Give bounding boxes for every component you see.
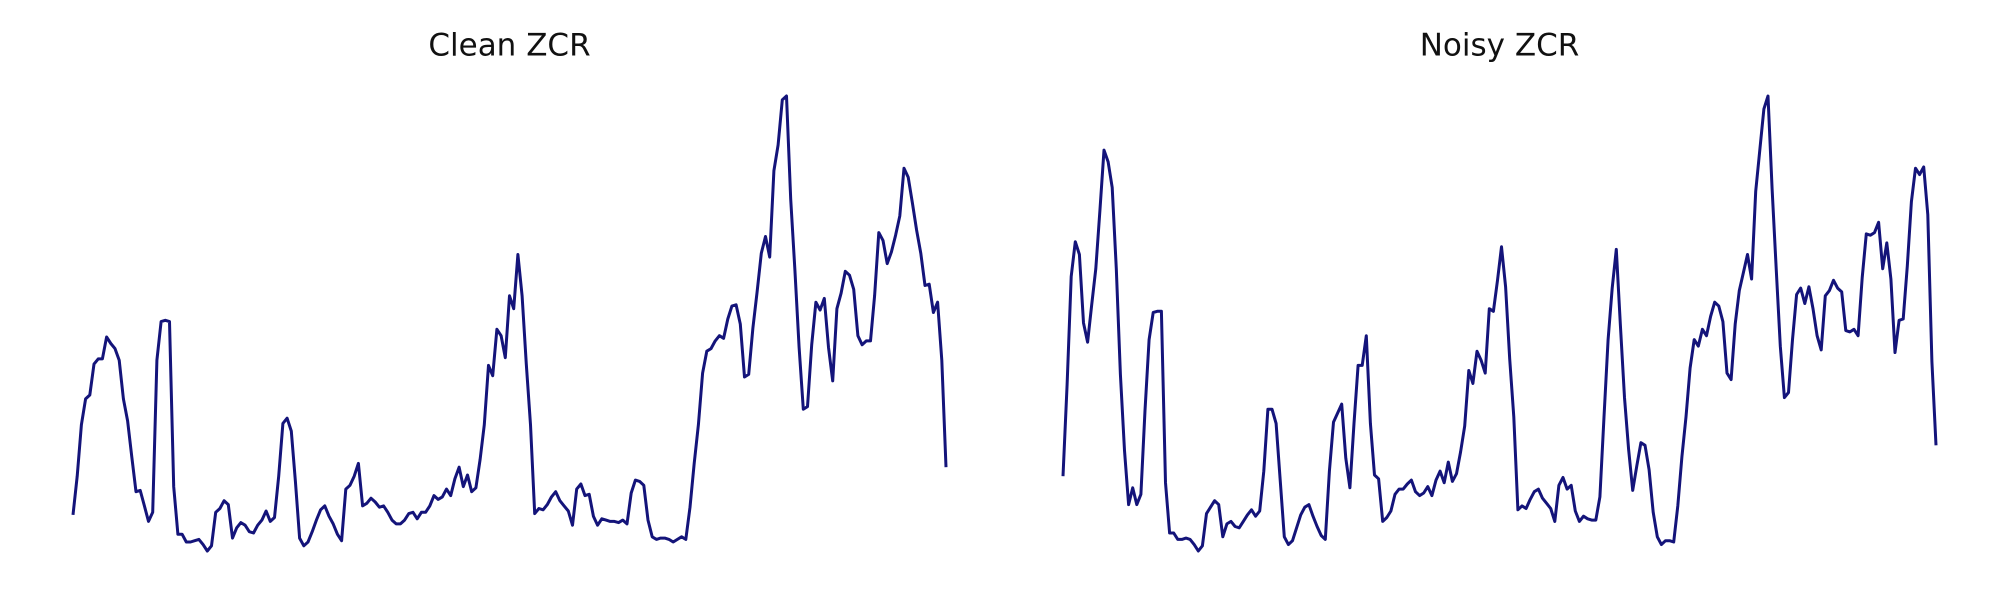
chart-title: Noisy ZCR	[1420, 28, 1580, 64]
zcr-line	[1061, 94, 1938, 553]
zcr-line	[71, 94, 948, 553]
chart-title: Clean ZCR	[428, 28, 590, 64]
